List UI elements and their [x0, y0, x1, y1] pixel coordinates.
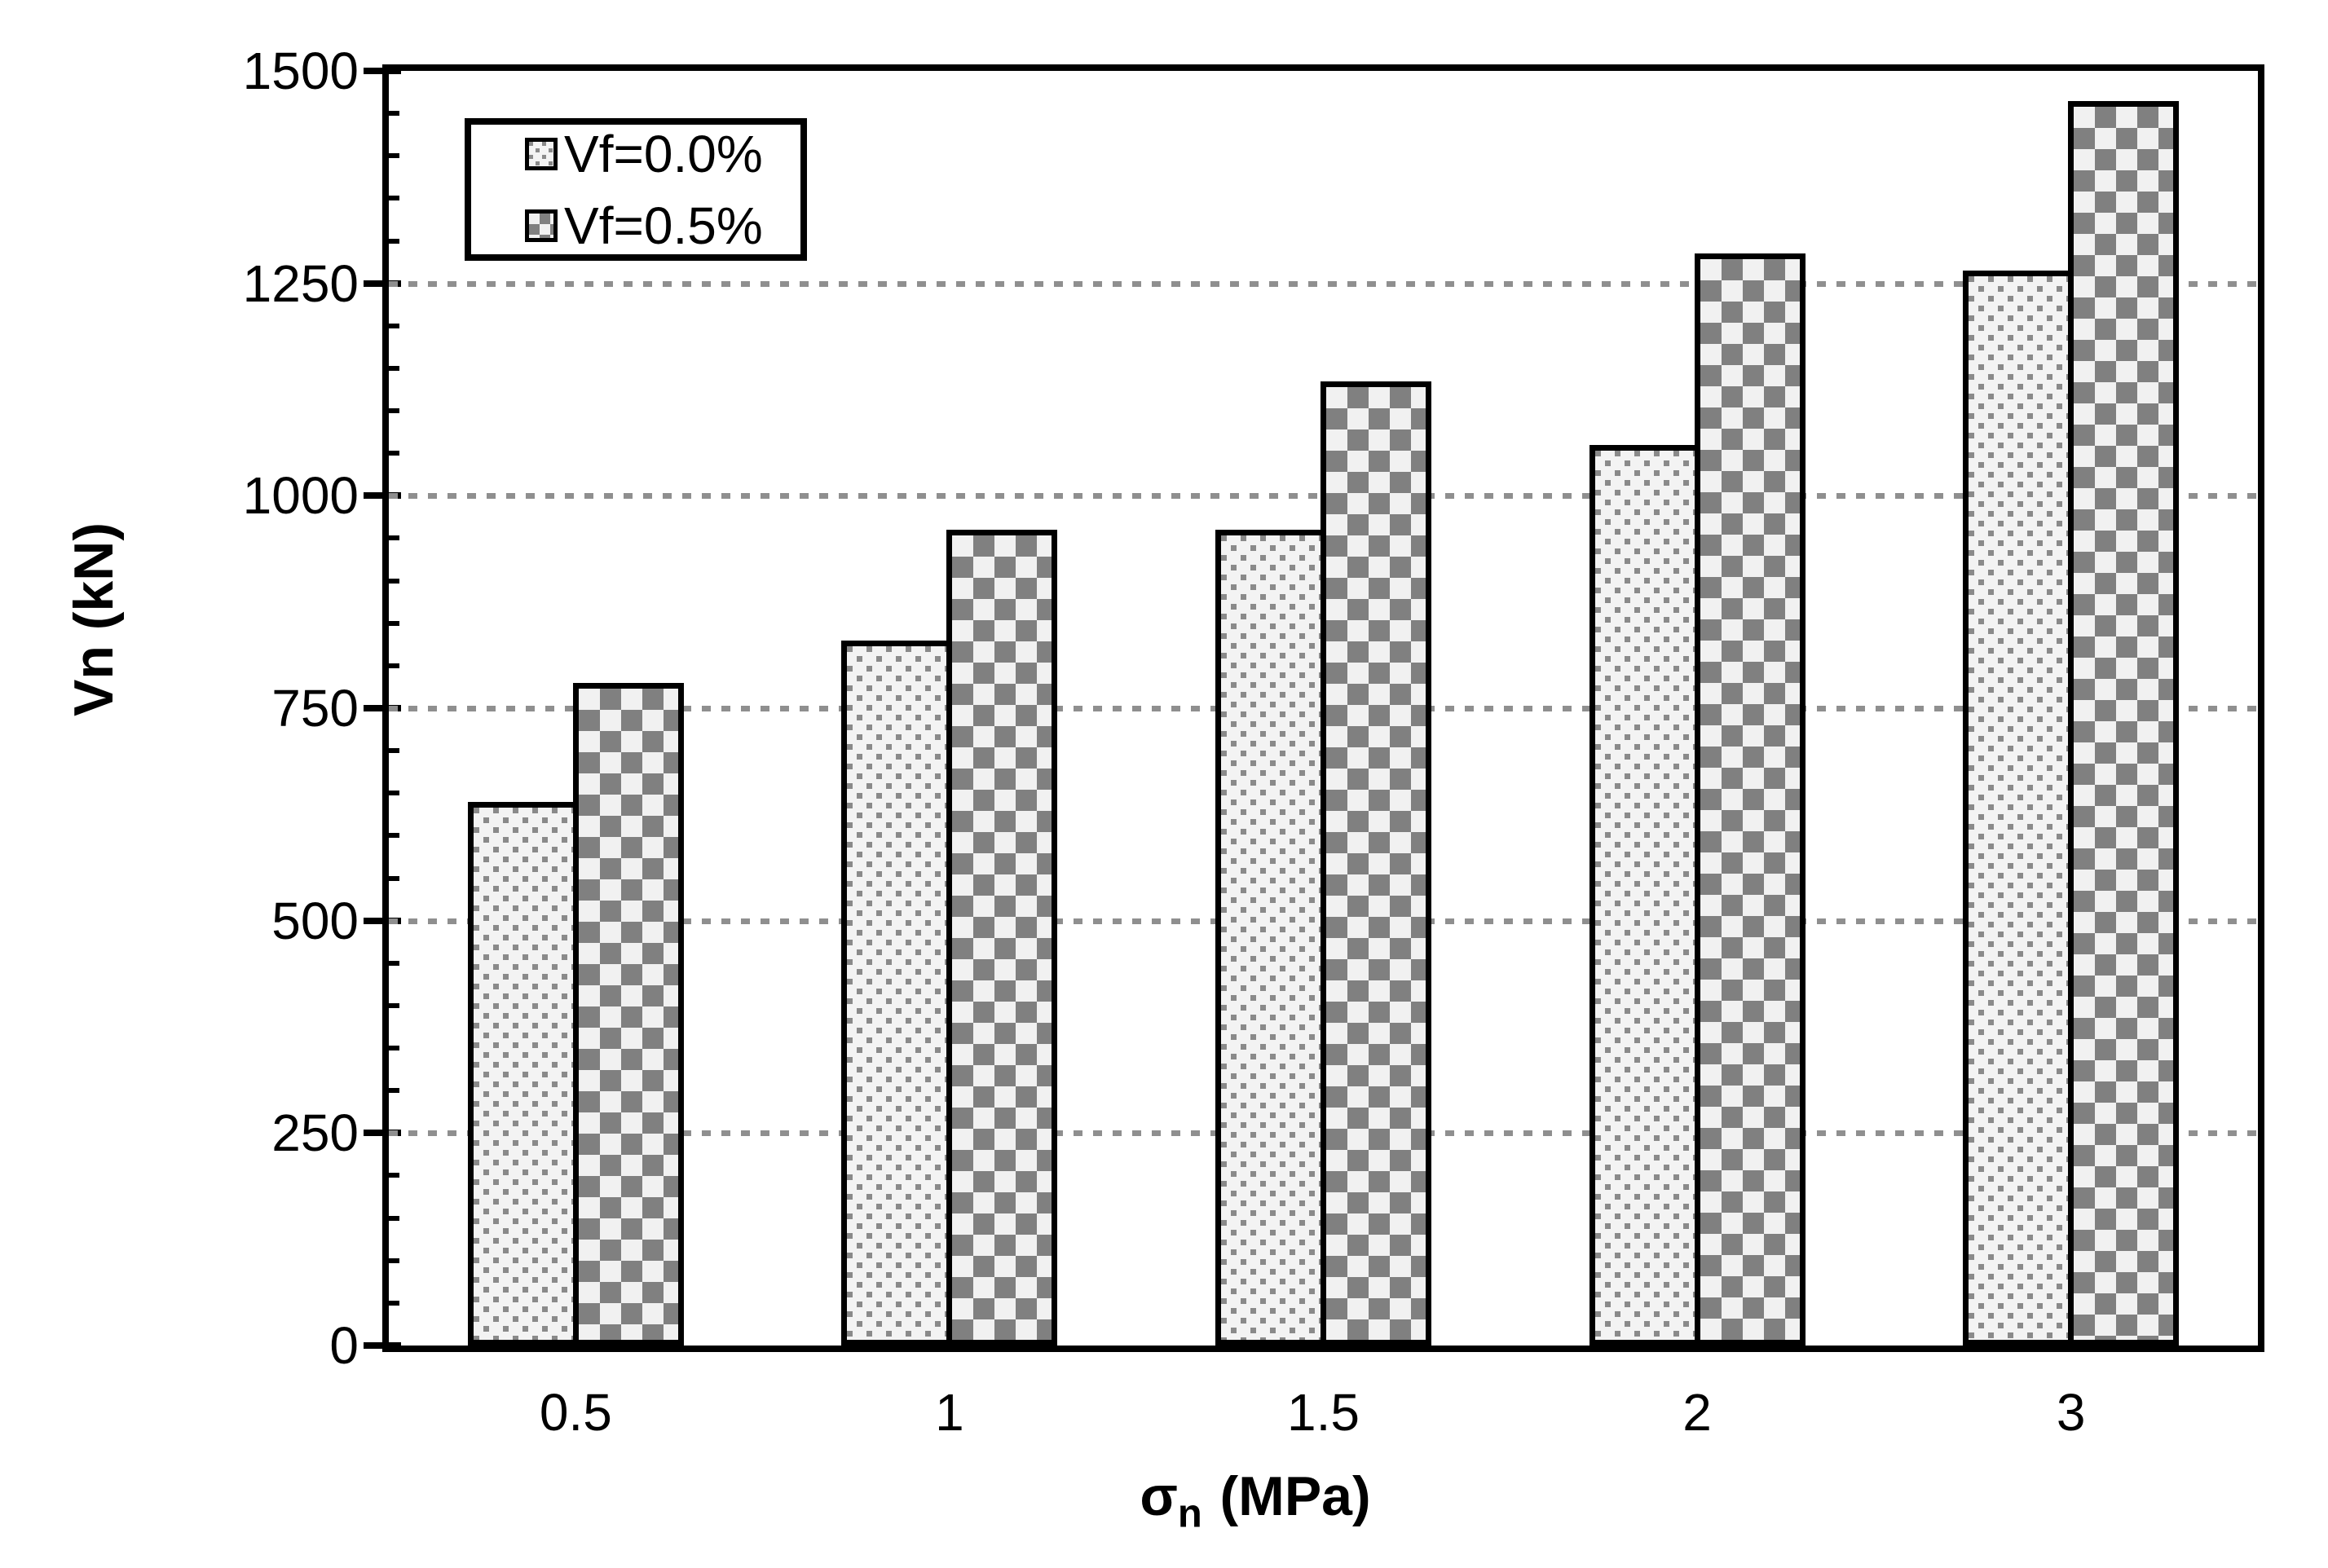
x-axis-title: σn (MPa) — [1011, 1459, 1500, 1534]
x-axis-tick-label-1: 1 — [935, 1383, 964, 1442]
y-axis-minor-tick-950 — [389, 535, 399, 541]
y-axis-minor-tick-200 — [389, 1173, 399, 1178]
y-axis-tick-label-500: 500 — [271, 891, 359, 950]
bar-group-0.5 — [467, 682, 684, 1346]
gridline-1250 — [389, 280, 2258, 287]
bar-Vf00-2 — [1589, 444, 1700, 1346]
y-axis-minor-tick-400 — [389, 1002, 399, 1008]
legend-key-dots-pattern-icon — [525, 137, 558, 170]
legend: Vf=0.0% Vf=0.5% — [465, 118, 807, 261]
y-axis-minor-tick-1300 — [389, 238, 399, 244]
y-axis-major-tick-1500 — [364, 68, 401, 74]
y-axis-major-tick-250 — [364, 1130, 401, 1137]
y-axis-minor-tick-1350 — [389, 196, 399, 201]
x-axis-tick-label-1.5: 1.5 — [1287, 1383, 1360, 1442]
legend-label: Vf=0.0% — [564, 124, 763, 183]
x-axis-title-symbol: σ — [1140, 1465, 1178, 1527]
y-axis-minor-tick-900 — [389, 578, 399, 584]
y-axis-tick-label-1500: 1500 — [242, 42, 359, 100]
legend-item-vf-0-0: Vf=0.0% — [525, 125, 800, 183]
bar-group-2 — [1589, 253, 1806, 1346]
x-axis-title-unit: (MPa) — [1219, 1465, 1371, 1527]
plot-area — [389, 71, 2258, 1346]
y-axis-major-tick-1000 — [364, 492, 401, 500]
bar-Vf05-2 — [1694, 253, 1806, 1346]
x-axis-title-subscript: n — [1177, 1491, 1202, 1536]
x-axis-tick-label-3: 3 — [2056, 1383, 2086, 1442]
bar-group-1 — [841, 530, 1058, 1346]
y-axis-tick-label-1000: 1000 — [242, 466, 359, 526]
y-axis-tick-label-250: 250 — [271, 1103, 359, 1163]
bar-Vf05-1.5 — [1321, 381, 1431, 1346]
x-axis-tick-label-0.5: 0.5 — [539, 1383, 612, 1442]
y-axis-minor-tick-1050 — [389, 451, 399, 456]
plot-frame — [382, 64, 2264, 1352]
y-axis-major-tick-750 — [364, 705, 401, 711]
y-axis-minor-tick-550 — [389, 875, 399, 881]
bar-Vf05-0.5 — [572, 682, 684, 1346]
y-axis-tick-label-0: 0 — [329, 1316, 359, 1375]
y-axis-minor-tick-1100 — [389, 408, 399, 414]
y-axis-minor-tick-1450 — [389, 111, 399, 117]
y-axis-minor-tick-650 — [389, 791, 399, 796]
y-axis-minor-tick-100 — [389, 1257, 399, 1263]
x-axis-tick-label-2: 2 — [1682, 1383, 1712, 1442]
y-axis-minor-tick-600 — [389, 833, 399, 839]
y-axis-major-tick-0 — [364, 1342, 401, 1349]
y-axis-major-tick-500 — [364, 917, 401, 924]
bar-Vf00-1 — [841, 640, 953, 1346]
y-axis-minor-tick-1400 — [389, 153, 399, 159]
y-axis-minor-tick-1150 — [389, 365, 399, 371]
bar-Vf00-0.5 — [467, 801, 579, 1346]
y-axis-minor-tick-1200 — [389, 323, 399, 328]
y-axis-tick-label-750: 750 — [271, 679, 359, 738]
y-axis-minor-tick-150 — [389, 1215, 399, 1221]
bar-Vf00-1.5 — [1215, 530, 1326, 1346]
legend-key-checker-pattern-icon — [525, 209, 558, 242]
legend-label: Vf=0.5% — [564, 196, 763, 255]
y-axis-minor-tick-800 — [389, 663, 399, 668]
y-axis-minor-tick-300 — [389, 1088, 399, 1094]
y-axis-minor-tick-350 — [389, 1046, 399, 1051]
bar-group-1.5 — [1215, 381, 1431, 1346]
y-axis-tick-label-1250: 1250 — [242, 253, 359, 313]
bar-Vf05-1 — [946, 530, 1058, 1346]
y-axis-major-tick-1250 — [364, 280, 401, 287]
bar-Vf00-3 — [1963, 271, 2074, 1346]
bar-Vf05-3 — [2068, 100, 2180, 1346]
y-axis-minor-tick-450 — [389, 960, 399, 966]
bar-group-3 — [1963, 100, 2180, 1346]
y-axis-minor-tick-850 — [389, 620, 399, 626]
y-axis-minor-tick-700 — [389, 748, 399, 754]
y-axis-minor-tick-50 — [389, 1300, 399, 1306]
legend-item-vf-0-5: Vf=0.5% — [525, 196, 800, 255]
